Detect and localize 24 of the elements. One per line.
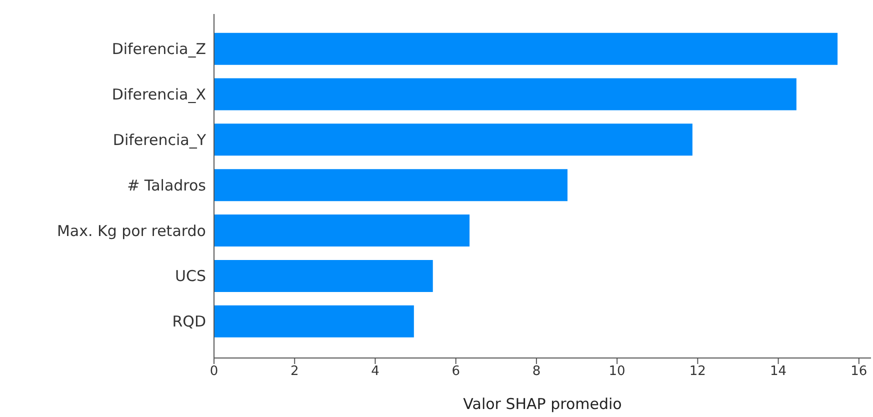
x-tick-label: 6 — [452, 364, 460, 380]
bar — [214, 32, 838, 65]
y-tick-label: UCS — [175, 267, 206, 286]
y-tick-label: Diferencia_X — [112, 85, 206, 104]
x-tick-label: 14 — [770, 364, 787, 380]
bar — [214, 214, 470, 247]
y-tick-label: Diferencia_Y — [112, 130, 207, 149]
x-tick-label: 8 — [532, 364, 541, 380]
bar — [214, 305, 414, 338]
bar — [214, 169, 568, 202]
bar — [214, 124, 692, 156]
x-tick-label: 0 — [210, 364, 218, 380]
x-tick-label: 12 — [689, 364, 706, 380]
y-tick-label: Max. Kg por retardo — [56, 222, 206, 240]
y-tick-label: RQD — [172, 312, 206, 331]
x-tick-label: 10 — [608, 364, 626, 380]
x-axis-title: Valor SHAP promedio — [463, 395, 622, 413]
x-tick-label: 4 — [371, 364, 380, 380]
bar — [214, 260, 433, 292]
x-tick-label: 2 — [290, 364, 299, 380]
y-tick-label: Diferencia_Z — [112, 40, 206, 58]
bar — [214, 78, 796, 110]
x-tick-label: 16 — [850, 364, 868, 380]
y-tick-label: # Taladros — [127, 176, 206, 194]
